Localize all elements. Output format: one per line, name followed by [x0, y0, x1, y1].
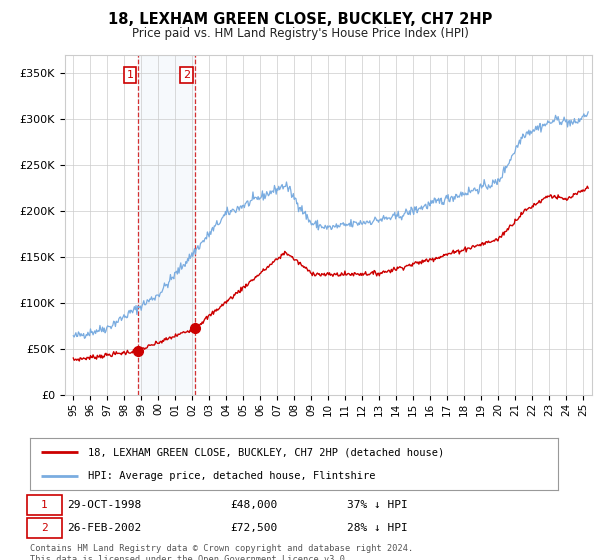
- Text: 1: 1: [127, 70, 133, 80]
- Text: Price paid vs. HM Land Registry's House Price Index (HPI): Price paid vs. HM Land Registry's House …: [131, 27, 469, 40]
- Text: 2: 2: [183, 70, 190, 80]
- Text: £48,000: £48,000: [230, 500, 278, 510]
- Text: 18, LEXHAM GREEN CLOSE, BUCKLEY, CH7 2HP (detached house): 18, LEXHAM GREEN CLOSE, BUCKLEY, CH7 2HP…: [88, 447, 445, 458]
- Text: £72,500: £72,500: [230, 523, 278, 533]
- FancyBboxPatch shape: [28, 495, 62, 515]
- Text: 18, LEXHAM GREEN CLOSE, BUCKLEY, CH7 2HP: 18, LEXHAM GREEN CLOSE, BUCKLEY, CH7 2HP: [108, 12, 492, 27]
- FancyBboxPatch shape: [28, 518, 62, 538]
- Text: 26-FEB-2002: 26-FEB-2002: [67, 523, 141, 533]
- Text: 28% ↓ HPI: 28% ↓ HPI: [347, 523, 407, 533]
- Bar: [139, 55, 195, 395]
- Text: 2: 2: [41, 523, 48, 533]
- Text: Contains HM Land Registry data © Crown copyright and database right 2024.
This d: Contains HM Land Registry data © Crown c…: [30, 544, 413, 560]
- Text: 1: 1: [41, 500, 48, 510]
- Text: 29-OCT-1998: 29-OCT-1998: [67, 500, 141, 510]
- Text: HPI: Average price, detached house, Flintshire: HPI: Average price, detached house, Flin…: [88, 471, 376, 481]
- Text: 37% ↓ HPI: 37% ↓ HPI: [347, 500, 407, 510]
